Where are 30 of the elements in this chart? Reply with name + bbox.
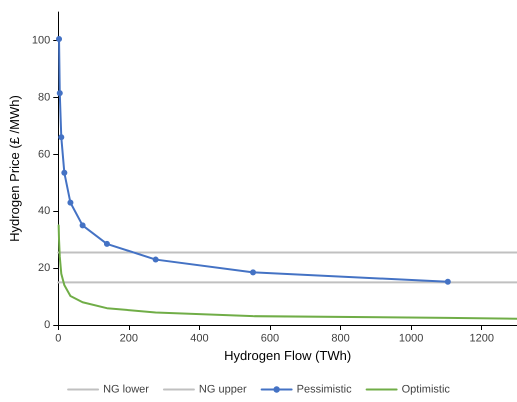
legend-label: Optimistic [402, 384, 450, 396]
point [444, 278, 451, 285]
point [67, 200, 74, 206]
y-tick-label: 0 [44, 319, 50, 331]
point [58, 134, 64, 140]
legend-label: NG upper [198, 384, 247, 396]
point [56, 36, 62, 42]
point [80, 222, 86, 228]
point [152, 256, 159, 263]
y-tick-label: 80 [38, 91, 50, 104]
y-tick-label: 40 [38, 205, 50, 218]
x-tick-label: 1200 [469, 332, 494, 344]
point [56, 90, 63, 96]
x-tick-label: 200 [120, 332, 138, 344]
point [250, 269, 256, 276]
y-tick-label: 20 [38, 262, 50, 274]
x-tick-label: 400 [190, 332, 209, 344]
point [104, 240, 110, 247]
x-tick-label: 0 [55, 332, 62, 344]
y-tick-label: 60 [38, 148, 50, 160]
point [61, 170, 68, 176]
legend-label: Pessimistic [296, 384, 352, 396]
x-tick-label: 800 [331, 332, 350, 344]
y-axis-title: Hydrogen Price (£ /MWh) [7, 95, 22, 242]
line-series [58, 224, 517, 320]
x-tick-label: 600 [260, 332, 280, 344]
x-tick-label: 1000 [398, 332, 424, 344]
legend-label: NG lower [103, 384, 150, 396]
x-axis-title: Hydrogen Flow (TWh) [224, 348, 352, 363]
y-tick-label: 100 [32, 34, 50, 46]
